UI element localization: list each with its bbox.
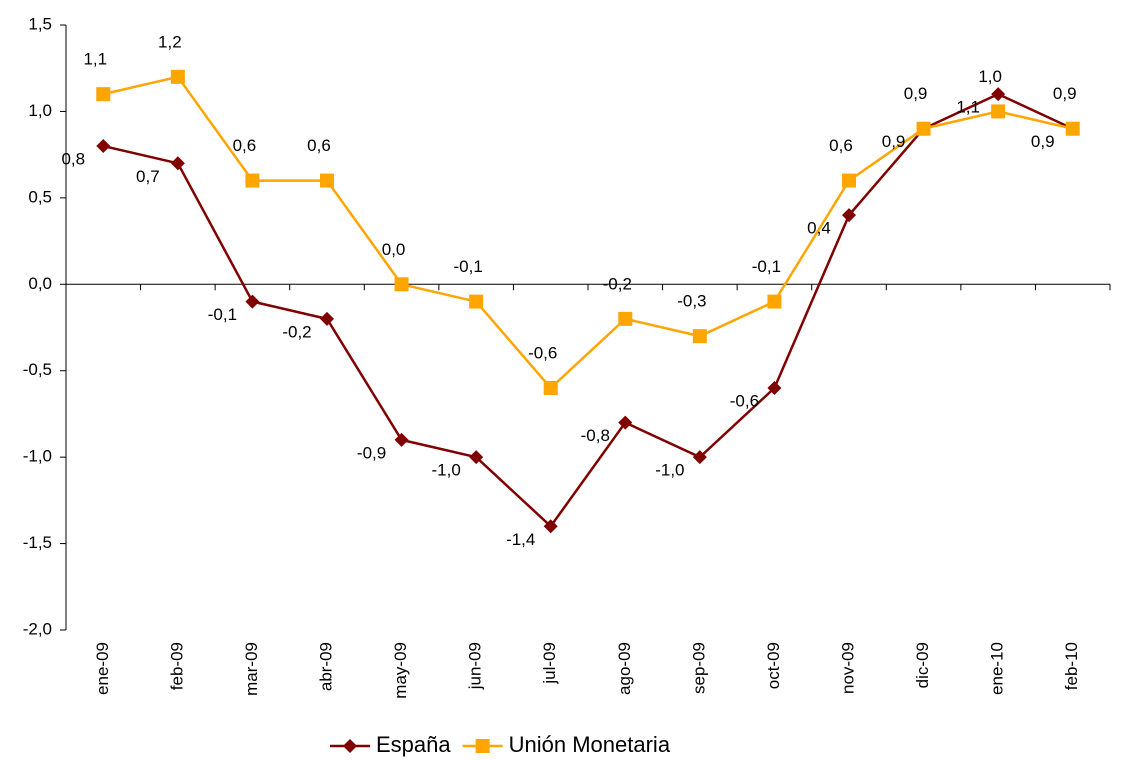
x-tick-label: jul-09 bbox=[540, 642, 559, 685]
marker bbox=[245, 294, 260, 309]
marker bbox=[170, 156, 185, 171]
marker bbox=[842, 208, 856, 223]
marker bbox=[394, 432, 409, 447]
y-tick-label: 1,0 bbox=[28, 101, 52, 120]
marker bbox=[767, 294, 782, 309]
data-label: 0,0 bbox=[382, 240, 406, 259]
data-label: 0,9 bbox=[1053, 84, 1077, 103]
series-line bbox=[103, 75, 1073, 390]
data-label: -0,8 bbox=[581, 426, 610, 445]
x-tick-label: sep-09 bbox=[689, 642, 708, 694]
data-label: 1,1 bbox=[956, 98, 980, 117]
marker bbox=[96, 87, 111, 102]
x-tick-label: feb-09 bbox=[167, 642, 186, 690]
marker bbox=[320, 311, 334, 326]
marker bbox=[1065, 121, 1080, 136]
data-label: 1,1 bbox=[83, 50, 107, 69]
y-tick-label: -2,0 bbox=[23, 619, 52, 638]
series-line bbox=[103, 92, 1074, 529]
marker bbox=[692, 329, 707, 344]
data-label: 0,6 bbox=[829, 136, 853, 155]
marker bbox=[916, 121, 931, 136]
data-label: -0,1 bbox=[752, 257, 781, 276]
data-label: 0,6 bbox=[233, 136, 257, 155]
data-label: -0,1 bbox=[453, 257, 482, 276]
data-label: 0,8 bbox=[61, 149, 85, 168]
data-label: -0,1 bbox=[208, 305, 237, 324]
marker bbox=[469, 294, 484, 309]
x-tick-label: abr-09 bbox=[316, 642, 335, 691]
marker bbox=[991, 87, 1006, 102]
data-label: 0,4 bbox=[807, 219, 831, 238]
marker bbox=[543, 519, 558, 534]
x-tick-label: nov-09 bbox=[838, 642, 857, 694]
data-label: 0,9 bbox=[1031, 132, 1055, 151]
marker bbox=[469, 450, 484, 465]
x-tick-label: mar-09 bbox=[242, 642, 261, 696]
y-tick-label: -1,0 bbox=[23, 447, 52, 466]
data-label: 1,0 bbox=[978, 67, 1002, 86]
data-label: -0,2 bbox=[603, 274, 632, 293]
data-label: 0,9 bbox=[882, 132, 906, 151]
data-label: -0,2 bbox=[282, 322, 311, 341]
x-tick-label: ene-09 bbox=[93, 642, 112, 695]
marker bbox=[618, 311, 633, 326]
x-tick-label: feb-10 bbox=[1062, 642, 1081, 690]
marker bbox=[692, 450, 707, 465]
legend-marker bbox=[475, 739, 490, 753]
marker bbox=[96, 139, 111, 153]
legend-label: Unión Monetaria bbox=[509, 732, 671, 757]
y-tick-label: -1,5 bbox=[23, 533, 52, 552]
marker bbox=[543, 381, 558, 395]
marker bbox=[245, 173, 260, 188]
data-label: 0,6 bbox=[307, 136, 331, 155]
data-label: -1,0 bbox=[431, 461, 460, 480]
data-label: -0,6 bbox=[528, 343, 557, 362]
data-label: -0,3 bbox=[677, 292, 706, 311]
marker bbox=[618, 415, 633, 430]
marker bbox=[842, 173, 856, 188]
legend-marker bbox=[343, 739, 357, 753]
x-tick-label: may-09 bbox=[391, 642, 410, 699]
marker bbox=[320, 173, 334, 188]
y-tick-label: 0,5 bbox=[28, 187, 52, 206]
marker bbox=[767, 381, 782, 395]
y-tick-label: 0,0 bbox=[28, 274, 52, 293]
data-label: -1,0 bbox=[655, 461, 684, 480]
marker bbox=[394, 277, 409, 292]
data-label: -1,4 bbox=[506, 530, 535, 549]
data-label: 1,2 bbox=[158, 32, 182, 51]
marker bbox=[991, 104, 1006, 119]
x-tick-label: dic-09 bbox=[913, 642, 932, 688]
x-tick-label: oct-09 bbox=[764, 642, 783, 689]
x-tick-label: ago-09 bbox=[615, 642, 634, 695]
legend-label: España bbox=[376, 732, 451, 757]
data-label: 0,9 bbox=[904, 84, 928, 103]
data-label: -0,9 bbox=[357, 443, 386, 462]
y-tick-label: 1,5 bbox=[28, 14, 52, 33]
x-tick-label: ene-10 bbox=[988, 642, 1007, 695]
x-tick-label: jun-09 bbox=[466, 642, 485, 690]
y-tick-label: -0,5 bbox=[23, 360, 52, 379]
marker bbox=[170, 69, 185, 84]
data-label: 0,7 bbox=[136, 167, 160, 186]
data-label: -0,6 bbox=[730, 391, 759, 410]
